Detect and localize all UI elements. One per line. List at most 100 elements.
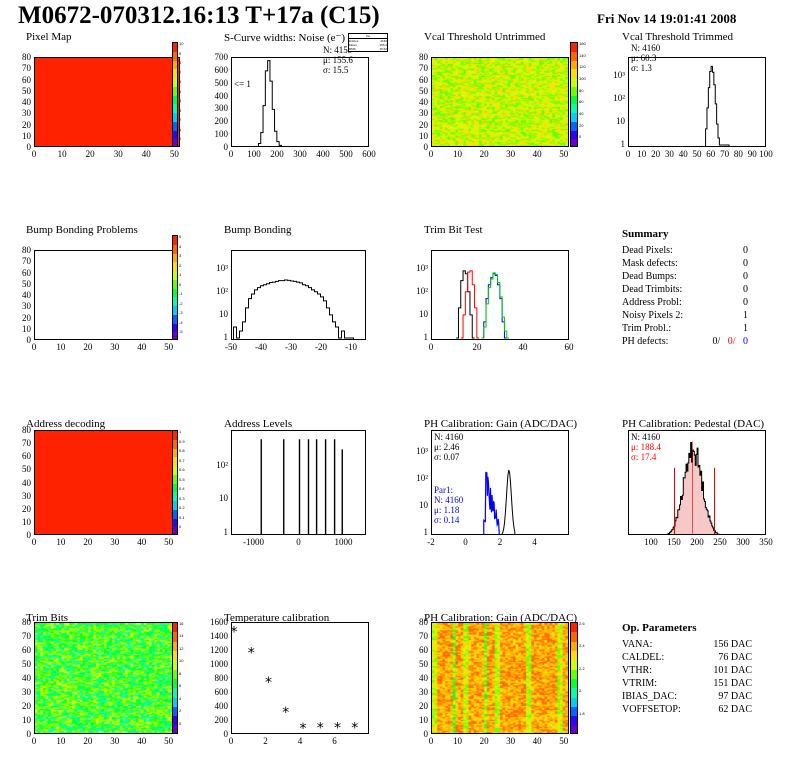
bump-problems-ytick: 30 <box>22 301 31 312</box>
address-levels-xtick: 1000 <box>334 537 353 547</box>
bump-problems-ytick: 20 <box>22 312 31 323</box>
vcal-trimmed-xtick: 10 <box>637 149 647 159</box>
trim-bits-ytick: 30 <box>22 687 31 697</box>
ph-gain-map-palette <box>570 622 578 734</box>
vcal-untrimmed-xtick: 40 <box>532 149 542 159</box>
address-decoding-ytick: 40 <box>22 477 31 488</box>
bump-bonding-ytick: 1 <box>223 332 229 342</box>
vcal-trimmed-xtick: 40 <box>678 149 688 159</box>
vcal-trimmed-histogram-line <box>705 65 730 146</box>
pixel-map-xtick: 0 <box>31 149 37 159</box>
address-decoding-ytick: 60 <box>22 451 31 462</box>
vcal-trimmed-ytick: 10 <box>616 115 625 126</box>
ph-gain-map-xtick: 20 <box>479 736 489 746</box>
scurve-widths-xtick: 300 <box>293 149 307 159</box>
ph-gain-map-heatmap-cells <box>432 623 568 733</box>
trim-bits-title: Trim Bits <box>26 612 69 624</box>
scurve-widths-title: S-Curve widths: Noise (e⁻) <box>224 32 345 44</box>
palette-label: 0.2 <box>179 505 185 511</box>
pixel-map-ytick: 10 <box>22 130 31 141</box>
palette-label: 2 <box>179 117 182 123</box>
palette-label: 7 <box>179 69 182 75</box>
palette-label: 1.8 <box>579 710 585 716</box>
pixel-map-xtick: 40 <box>141 149 151 159</box>
pixel-map-ytick: 70 <box>22 63 31 74</box>
address-decoding-xtick: 0 <box>31 537 37 547</box>
palette-label: 5 <box>179 234 182 239</box>
op-parameter-value: 62 DAC <box>718 704 752 715</box>
statbox-row: Entries 4160 <box>349 39 387 43</box>
scurve-widths-ytick: 200 <box>214 116 229 127</box>
temperature-calibration-xtick: 6 <box>332 736 337 746</box>
scurve-widths-ytick: 400 <box>214 90 229 101</box>
bump-bonding-ytick: 10³ <box>216 262 228 273</box>
summary-row: Trim Probl.: 1 <box>622 322 748 335</box>
temperature-calibration-ytick: 600 <box>214 687 229 697</box>
ph-gain-map-ytick: 10 <box>419 715 428 725</box>
trim-bit-test-series-line <box>460 270 480 339</box>
vcal-trimmed-ytick: 10³ <box>613 69 625 80</box>
palette-label: 3 <box>179 253 182 259</box>
palette-label: -1 <box>179 291 183 297</box>
palette-label: 0 <box>179 720 182 726</box>
palette-label: 0.9 <box>179 438 185 444</box>
summary-label: PH defects: <box>622 336 669 347</box>
bump-problems-xtick: 20 <box>83 342 93 352</box>
ph-gain-map-title: PH Calibration: Gain (ADC/DAC) <box>424 612 578 624</box>
palette-label: 1 <box>179 429 182 434</box>
trim-bits-plot-frame <box>34 622 174 734</box>
palette-label: 80 <box>579 87 584 93</box>
ph-gain-plot-svg <box>483 469 516 534</box>
ph-gain-map-ytick: 80 <box>419 617 428 627</box>
address-decoding-xtick: 20 <box>83 537 93 547</box>
bump-problems-ytick: 80 <box>22 245 31 255</box>
summary-row: Dead Bumps: 0 <box>622 270 748 283</box>
ph-gain-xtick: 0 <box>463 537 468 547</box>
bump-problems-ytick: 0 <box>26 335 32 345</box>
bump-bonding-xtick: -20 <box>315 342 327 352</box>
op-parameters-title: Op. Parameters <box>622 622 697 634</box>
ph-gain-dist <box>501 469 516 534</box>
bump-problems-heatmap-cells <box>35 251 173 339</box>
address-decoding-ytick: 0 <box>26 530 32 540</box>
ph-pedestal-xtick: 300 <box>736 537 750 547</box>
stat-line: Par1: <box>434 485 453 495</box>
palette-label: 2.6 <box>579 621 585 626</box>
temperature-point: * <box>300 721 307 734</box>
pixel-map-ytick: 50 <box>22 85 31 96</box>
ph-gain-par1-stats: Par1: N: 4160 μ: 1.18 σ: 0.14 <box>434 485 463 525</box>
palette-label: 160 <box>579 41 586 46</box>
op-parameter-label: VOFFSETOP: <box>622 704 681 715</box>
ph-gain-title: PH Calibration: Gain (ADC/DAC) <box>424 418 578 430</box>
trim-bits-palette <box>172 622 178 734</box>
summary-row: Address Probl: 0 <box>622 296 748 309</box>
trim-bit-test-xtick: 0 <box>428 342 434 352</box>
temperature-calibration-ytick: 1200 <box>210 645 228 655</box>
trim-bits-ytick: 50 <box>22 659 31 669</box>
ph-gain-map-xtick: 10 <box>453 736 463 746</box>
bump-problems-xtick: 10 <box>56 342 66 352</box>
ph-gain-map-ytick: 60 <box>419 645 428 655</box>
palette-label: 0.6 <box>179 467 185 473</box>
palette-label: 0.1 <box>179 514 185 520</box>
stat-line: N: 4159 <box>323 45 353 55</box>
trim-bit-test-series-line <box>481 272 510 339</box>
vcal-trimmed-plot-svg <box>705 65 730 146</box>
vcal-untrimmed-xtick: 50 <box>559 149 569 159</box>
pixel-map-ytick: 40 <box>22 97 31 107</box>
palette-label: -2 <box>179 300 183 306</box>
address-decoding-xtick: 30 <box>110 537 120 547</box>
vcal-trimmed-xtick: 60 <box>706 149 716 159</box>
palette-label: 0 <box>579 134 582 140</box>
temperature-calibration-ytick: 800 <box>214 673 229 683</box>
vcal-untrimmed-ytick: 70 <box>419 63 428 74</box>
bump-bonding-title: Bump Bonding <box>224 224 292 236</box>
scurve-widths-xtick: 100 <box>247 149 261 159</box>
trim-bits-ytick: 20 <box>22 701 31 711</box>
palette-label: 5 <box>179 88 182 94</box>
statbox-label: Entries <box>349 39 359 43</box>
pixel-map-xtick: 30 <box>113 149 123 159</box>
ph-gain-map-plot-frame <box>431 622 569 734</box>
ph-gain-map-xtick: 30 <box>506 736 516 746</box>
palette-label: 4 <box>179 243 182 249</box>
